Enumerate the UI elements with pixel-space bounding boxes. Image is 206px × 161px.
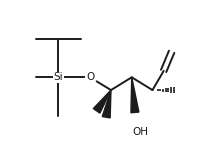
Polygon shape bbox=[93, 90, 111, 113]
Text: O: O bbox=[86, 72, 94, 82]
Polygon shape bbox=[131, 77, 139, 113]
Polygon shape bbox=[102, 90, 111, 118]
Text: OH: OH bbox=[132, 127, 149, 137]
Text: Si: Si bbox=[54, 72, 63, 82]
